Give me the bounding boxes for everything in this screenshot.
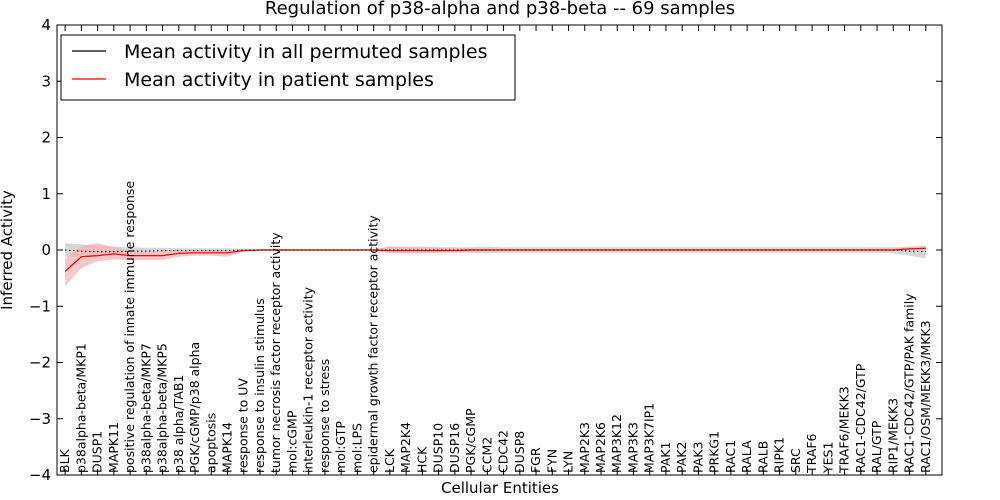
x-category-label: DUSP1 [90,431,105,473]
x-category-label: CDC42 [496,430,511,473]
x-category-label: response to UV [236,378,251,473]
legend-label-patient: Mean activity in patient samples [124,69,434,91]
x-category-label: PAK1 [658,442,673,473]
x-category-label: RAC1/OSM/MEKK3/MKK3 [918,320,933,473]
x-category-label: LCK [382,448,397,473]
x-category-label: HCK [414,446,429,473]
x-category-label: MAP2K4 [398,422,413,473]
x-category-label: apoptosis [203,413,218,473]
y-tick-label: −4 [29,466,51,484]
x-category-label: RIP1/MEKK3 [885,398,900,473]
y-axis: 4 3 2 1 0 −1 −2 −3 −4 [29,16,942,484]
line-permuted [65,249,926,253]
x-category-label: p38alpha-beta/MKP5 [155,343,170,473]
x-category-label: MAP3K3 [625,422,640,473]
x-category-label: LYN [561,451,576,473]
x-category-label: YES1 [820,442,835,474]
x-category-label: response to insulin stimulus [252,298,267,473]
x-category-label: mol:cGMP [284,410,299,473]
legend-label-permuted: Mean activity in all permuted samples [124,41,487,63]
x-category-label: interleukin-1 receptor activity [301,286,316,473]
x-category-label: p38 alpha/TAB1 [171,375,186,473]
y-axis-label: Inferred Activity [0,190,16,310]
x-category-label: SRC [788,448,803,473]
x-category-label: mol:GTP [333,421,348,473]
x-category-label: DUSP8 [512,431,527,473]
x-category-label: PGK/cGMP/p38 alpha [187,342,202,473]
x-category-label: MAPK14 [220,422,235,473]
y-tick-label: 1 [41,185,51,203]
y-tick-label: 4 [41,16,51,34]
x-category-label: MAP3K12 [609,414,624,473]
x-category-label: p38alpha-beta/MKP7 [138,343,153,473]
x-category-label: DUSP16 [447,423,462,473]
x-category-label: epidermal growth factor receptor activit… [366,215,381,473]
x-category-label: MAPK11 [106,422,121,473]
x-category-label: FYN [544,449,559,473]
y-tick-label: 0 [41,241,51,259]
x-category-label: MAP3K7IP1 [642,403,657,473]
x-category-label: RALA [739,440,754,473]
x-category-label: PAK2 [674,442,689,473]
x-category-label: tumor necrosis factor receptor activity [268,232,283,473]
x-category-label: BLK [57,448,72,473]
x-category-label: TRAF6/MEKK3 [837,386,852,474]
x-category-label: PAK3 [690,442,705,473]
x-category-label: RAC1 [723,440,738,473]
x-axis: BLK p38alpha-beta/MKP1 DUSP1 MAPK11 positive… [57,25,933,475]
x-category-label: TRAF6 [804,433,819,474]
x-category-label: RAC1-CDC42/GTP/PAK family [902,293,917,473]
confidence-bands [65,243,926,287]
x-category-label: RAC1-CDC42/GTP [853,363,868,473]
x-category-label: PGK/cGMP [463,408,478,473]
y-tick-label: 3 [41,72,51,90]
x-category-label: MAP2K3 [577,422,592,473]
legend-box [60,34,516,101]
x-category-label: MAP2K6 [593,422,608,473]
x-category-label: positive regulation of innate immune res… [122,181,137,473]
x-category-label: DUSP10 [431,423,446,473]
legend: Mean activity in all permuted samples Me… [60,34,516,101]
y-tick-label: −2 [29,354,51,372]
x-category-label: RAL/GTP [869,420,884,473]
x-category-label: RIPK1 [772,437,787,473]
y-tick-label: −1 [29,297,51,315]
series-lines [64,247,926,272]
x-category-label: RALB [755,441,770,473]
x-category-label: CCM2 [479,437,494,473]
x-category-label: response to stress [317,359,332,473]
x-category-label: PRKG1 [707,431,722,473]
x-category-label: mol:LPS [349,423,364,473]
x-category-label: FGR [528,447,543,473]
chart-title: Regulation of p38-alpha and p38-beta -- … [265,0,735,19]
x-axis-label: Cellular Entities [441,479,559,497]
y-tick-label: 2 [41,129,51,147]
x-category-label: p38alpha-beta/MKP1 [73,343,88,473]
y-tick-label: −3 [29,410,51,428]
